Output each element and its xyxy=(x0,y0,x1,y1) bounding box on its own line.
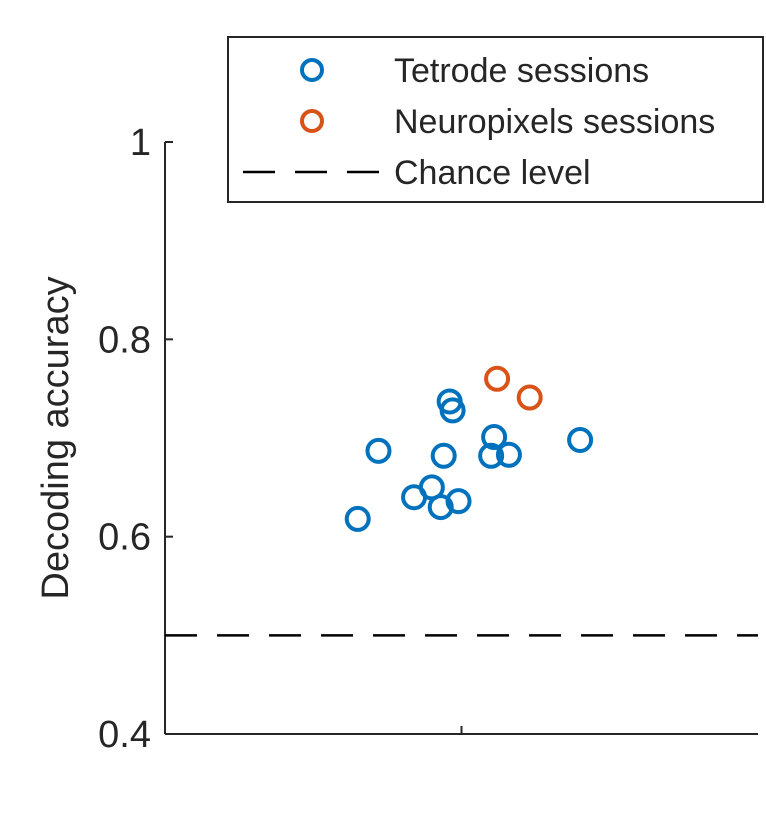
legend-label: Chance level xyxy=(394,154,591,192)
data-point xyxy=(445,488,472,515)
y-tick-label: 0.4 xyxy=(98,714,151,756)
data-point xyxy=(481,424,508,451)
legend-marker xyxy=(300,58,324,82)
data-point xyxy=(365,437,392,464)
data-point xyxy=(484,365,511,392)
data-point xyxy=(567,426,594,453)
data-point xyxy=(495,441,522,468)
data-point xyxy=(439,397,466,424)
legend: Tetrode sessions Neuropixels sessions Chan… xyxy=(227,36,764,203)
data-point xyxy=(430,442,457,469)
data-point xyxy=(344,505,371,532)
y-axis-title: Decoding accuracy xyxy=(35,276,77,599)
data-point xyxy=(478,442,505,469)
legend-label: Tetrode sessions xyxy=(394,52,649,90)
data-point xyxy=(516,384,543,411)
y-tick-label: 0.8 xyxy=(98,319,151,361)
data-points xyxy=(344,365,594,532)
y-tick-label: 0.6 xyxy=(98,517,151,559)
y-tick-label: 1 xyxy=(130,122,151,164)
legend-marker xyxy=(300,109,324,133)
axes: 0.4 0.6 0.8 1 Decoding accuracy xyxy=(35,122,758,756)
legend-box xyxy=(227,36,764,203)
legend-label: Neuropixels sessions xyxy=(394,103,715,141)
